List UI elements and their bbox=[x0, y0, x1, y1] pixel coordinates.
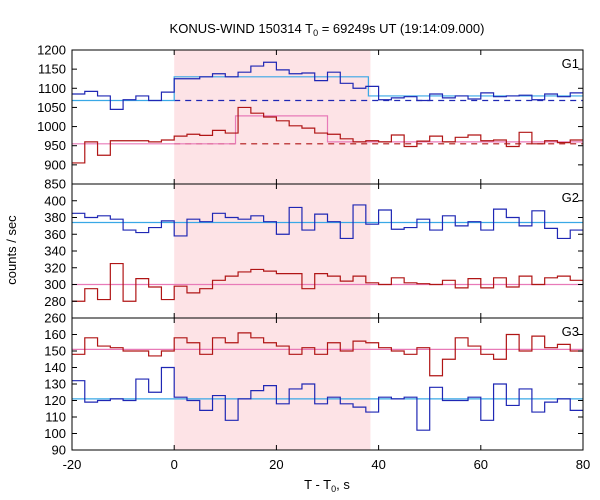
g3-series-1 bbox=[72, 332, 583, 377]
x-axis-label: T - T0, s bbox=[304, 477, 350, 494]
g1-y-tick-label: 1050 bbox=[37, 100, 66, 115]
g3-y-tick-label: 90 bbox=[52, 443, 66, 458]
g1-y-tick-label: 1100 bbox=[38, 81, 66, 96]
x-tick-label: 80 bbox=[576, 457, 590, 472]
g3-series-0 bbox=[72, 366, 583, 431]
g2-y-tick-label: 300 bbox=[44, 277, 66, 292]
g3-y-tick-label: 160 bbox=[44, 327, 66, 342]
g2-series-0 bbox=[72, 204, 583, 240]
g3-y-tick-label: 130 bbox=[44, 377, 66, 392]
g2-y-tick-label: 400 bbox=[44, 193, 66, 208]
g1-y-tick-label: 950 bbox=[44, 138, 66, 153]
x-tick-label: 0 bbox=[171, 457, 178, 472]
g1-mean-line-1 bbox=[72, 115, 583, 145]
g1-y-tick-label: 1150 bbox=[38, 62, 66, 77]
g2-y-tick-label: 340 bbox=[44, 244, 66, 259]
g2-y-tick-label: 360 bbox=[44, 227, 66, 242]
g1-series-1 bbox=[72, 106, 583, 164]
g3-y-tick-label: 140 bbox=[44, 360, 66, 375]
g1-y-tick-label: 1000 bbox=[37, 119, 66, 134]
shaded-interval bbox=[174, 50, 371, 450]
g1-y-tick-label: 900 bbox=[44, 157, 66, 172]
chart-title: KONUS-WIND 150314 T0 = 69249s UT (19:14:… bbox=[170, 21, 485, 38]
g2-y-tick-label: 280 bbox=[44, 294, 66, 309]
g2-panel-label: G2 bbox=[562, 190, 579, 205]
g2-y-tick-label: 320 bbox=[44, 260, 66, 275]
g1-series-0 bbox=[72, 61, 583, 110]
g2-y-tick-label: 380 bbox=[44, 210, 66, 225]
g3-y-tick-label: 100 bbox=[44, 426, 66, 441]
g3-y-tick-label: 110 bbox=[45, 410, 66, 425]
g1-y-tick-label: 1200 bbox=[37, 43, 66, 58]
x-tick-label: 20 bbox=[269, 457, 283, 472]
y-axis-label: counts / sec bbox=[4, 215, 19, 285]
shaded-interval-layer bbox=[174, 50, 371, 450]
g3-panel-label: G3 bbox=[562, 324, 579, 339]
g2-series-1 bbox=[72, 262, 583, 302]
x-tick-label: 40 bbox=[371, 457, 385, 472]
g2-y-tick-label: 260 bbox=[44, 311, 66, 326]
g1-y-tick-label: 850 bbox=[44, 177, 66, 192]
x-tick-label: 60 bbox=[474, 457, 488, 472]
tick-layer: 8509009501000105011001150120026028030032… bbox=[37, 43, 590, 473]
g3-y-tick-label: 150 bbox=[44, 344, 66, 359]
series-layer bbox=[72, 61, 583, 431]
x-tick-label: -20 bbox=[63, 457, 82, 472]
g3-y-tick-label: 120 bbox=[44, 393, 66, 408]
g1-panel-label: G1 bbox=[562, 56, 579, 71]
